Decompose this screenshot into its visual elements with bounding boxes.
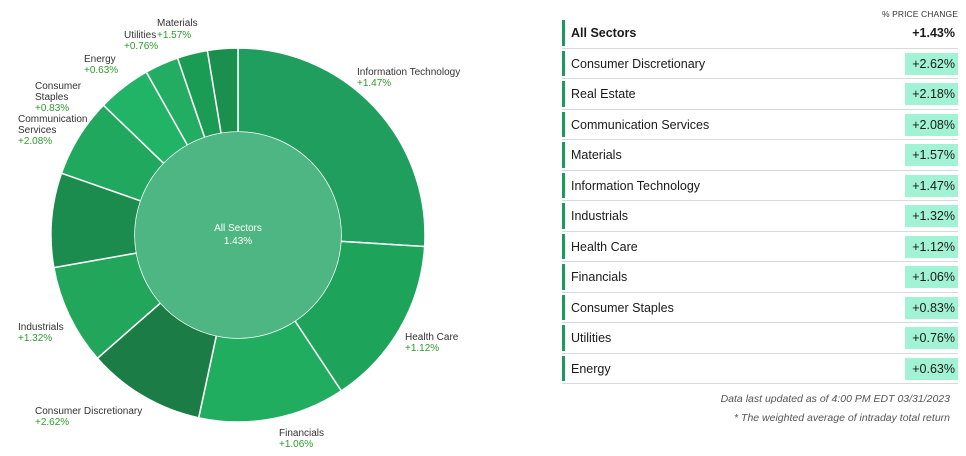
row-accent-bar [562,264,565,290]
slice-name: Consumer Discretionary [35,406,142,417]
sector-rows: All Sectors +1.43% Consumer Discretionar… [562,18,958,384]
row-accent-bar [562,50,565,76]
row-value: +1.12% [905,235,958,258]
slice-name: Materials [157,18,198,29]
last-updated-note: Data last updated as of 4:00 PM EDT 03/3… [720,393,950,405]
row-name: Communication Services [571,117,710,132]
slice-label: Utilities [124,30,156,41]
table-row[interactable]: Materials +1.57% [562,140,958,171]
row-accent-bar [562,20,565,46]
footnote: * The weighted average of intraday total… [734,412,950,424]
slice-value: +1.06% [279,439,313,450]
table-row[interactable]: Communication Services +2.08% [562,110,958,140]
row-accent-bar [562,111,565,137]
slice-value: +0.76% [124,41,158,52]
table-row[interactable]: Consumer Staples +0.83% [562,293,958,323]
row-accent-bar [562,142,565,168]
slice-value: +2.62% [35,417,69,428]
slice-name: Services [18,125,56,136]
row-value: +0.63% [905,357,958,380]
slice-value: +1.32% [18,333,52,344]
donut-labels: Information Technology+1.47%Health Care+… [18,18,460,450]
slice-name: Energy [84,54,116,65]
row-value: +1.43% [912,26,955,40]
table-row-total[interactable]: All Sectors +1.43% [562,18,958,49]
row-value: +1.32% [905,205,958,227]
row-value: +1.06% [905,266,958,288]
row-value: +2.62% [905,52,958,75]
row-value: +2.18% [905,83,958,105]
row-value: +2.08% [905,113,958,136]
center-label: All Sectors [214,223,262,234]
slice-name: Health Care [405,332,459,343]
row-name: Industrials [571,209,628,223]
sector-donut-chart: All Sectors 1.43% Information Technology… [18,18,460,450]
slice-value: +0.83% [35,103,69,114]
table-row[interactable]: Utilities +0.76% [562,323,958,354]
slice-name: Industrials [18,322,64,333]
row-value: +0.76% [905,327,958,349]
row-value: +1.57% [905,144,958,166]
slice-name: Information Technology [357,67,460,78]
column-header: % PRICE CHANGE [881,9,958,19]
table-row[interactable]: Consumer Discretionary +2.62% [562,49,958,79]
row-name: Health Care [571,239,638,254]
slice-value: +1.47% [357,78,391,89]
table-row[interactable]: Energy +0.63% [562,354,958,384]
slice-name: Consumer [35,81,82,92]
row-value: +0.83% [905,296,958,319]
slice-name: Financials [279,428,324,439]
slice-value: +2.08% [18,136,52,147]
row-accent-bar [562,172,565,198]
row-name: Information Technology [571,178,701,193]
table-row[interactable]: Financials +1.06% [562,262,958,293]
row-name: Energy [571,361,611,376]
table-row[interactable]: Real Estate +2.18% [562,79,958,110]
row-accent-bar [562,325,565,351]
row-value: +1.47% [905,174,958,197]
row-accent-bar [562,355,565,381]
center-value: 1.43% [224,236,252,247]
row-name: Utilities [571,331,612,345]
row-name: Real Estate [571,87,636,101]
slice-value: +1.57% [157,30,191,41]
slice-value: +0.63% [84,65,118,76]
row-name: Financials [571,270,628,284]
slice-value: +1.12% [405,343,439,354]
row-accent-bar [562,203,565,229]
row-accent-bar [562,81,565,107]
row-accent-bar [562,294,565,320]
row-name: All Sectors [571,26,637,40]
slice-name: Staples [35,92,68,103]
slice-name: Communication [18,114,87,125]
table-row[interactable]: Health Care +1.12% [562,232,958,262]
row-name: Consumer Discretionary [571,56,706,71]
row-name: Consumer Staples [571,300,674,315]
center-circle [135,132,341,338]
table-row[interactable]: Industrials +1.32% [562,201,958,232]
row-accent-bar [562,233,565,259]
table-row[interactable]: Information Technology +1.47% [562,171,958,201]
donut-slices [50,47,426,423]
row-name: Materials [571,148,622,162]
